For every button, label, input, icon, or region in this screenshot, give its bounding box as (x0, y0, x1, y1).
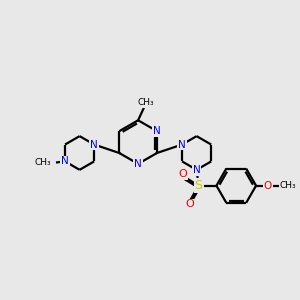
Text: N: N (153, 126, 161, 136)
Text: O: O (178, 169, 187, 179)
Text: N: N (178, 140, 186, 150)
Text: O: O (264, 181, 272, 191)
Text: O: O (185, 200, 194, 209)
Text: CH₃: CH₃ (280, 181, 296, 190)
Text: N: N (193, 165, 200, 175)
Text: N: N (90, 140, 98, 150)
Text: CH₃: CH₃ (35, 158, 52, 167)
Text: CH₃: CH₃ (138, 98, 154, 107)
Text: N: N (61, 156, 69, 167)
Text: S: S (195, 179, 203, 192)
Text: N: N (134, 159, 142, 169)
